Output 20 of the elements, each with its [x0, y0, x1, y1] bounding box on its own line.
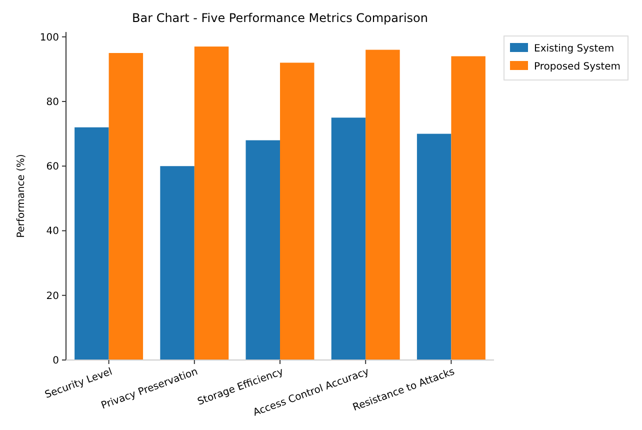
bar: [331, 118, 366, 360]
y-tick-label: 80: [46, 96, 59, 108]
y-tick-label: 0: [52, 356, 59, 366]
y-tick-label: 40: [46, 226, 59, 238]
y-tick-label: 60: [46, 162, 59, 173]
bar: [194, 46, 229, 360]
bar: [160, 166, 194, 360]
legend-label: Existing System: [534, 44, 614, 54]
y-tick-label: 20: [46, 290, 59, 302]
bar: [108, 53, 144, 360]
legend-label: Proposed System: [534, 62, 621, 72]
bar: [280, 62, 314, 360]
bar: [451, 56, 486, 360]
chart-title: Bar Chart - Five Performance Metrics Comparison: [132, 11, 428, 25]
bar: [366, 50, 400, 360]
bar: [74, 127, 109, 360]
bar: [246, 140, 280, 360]
y-tick-label: 100: [40, 32, 59, 44]
y-axis-title: Performance (%): [16, 154, 27, 238]
bar: [416, 134, 452, 360]
